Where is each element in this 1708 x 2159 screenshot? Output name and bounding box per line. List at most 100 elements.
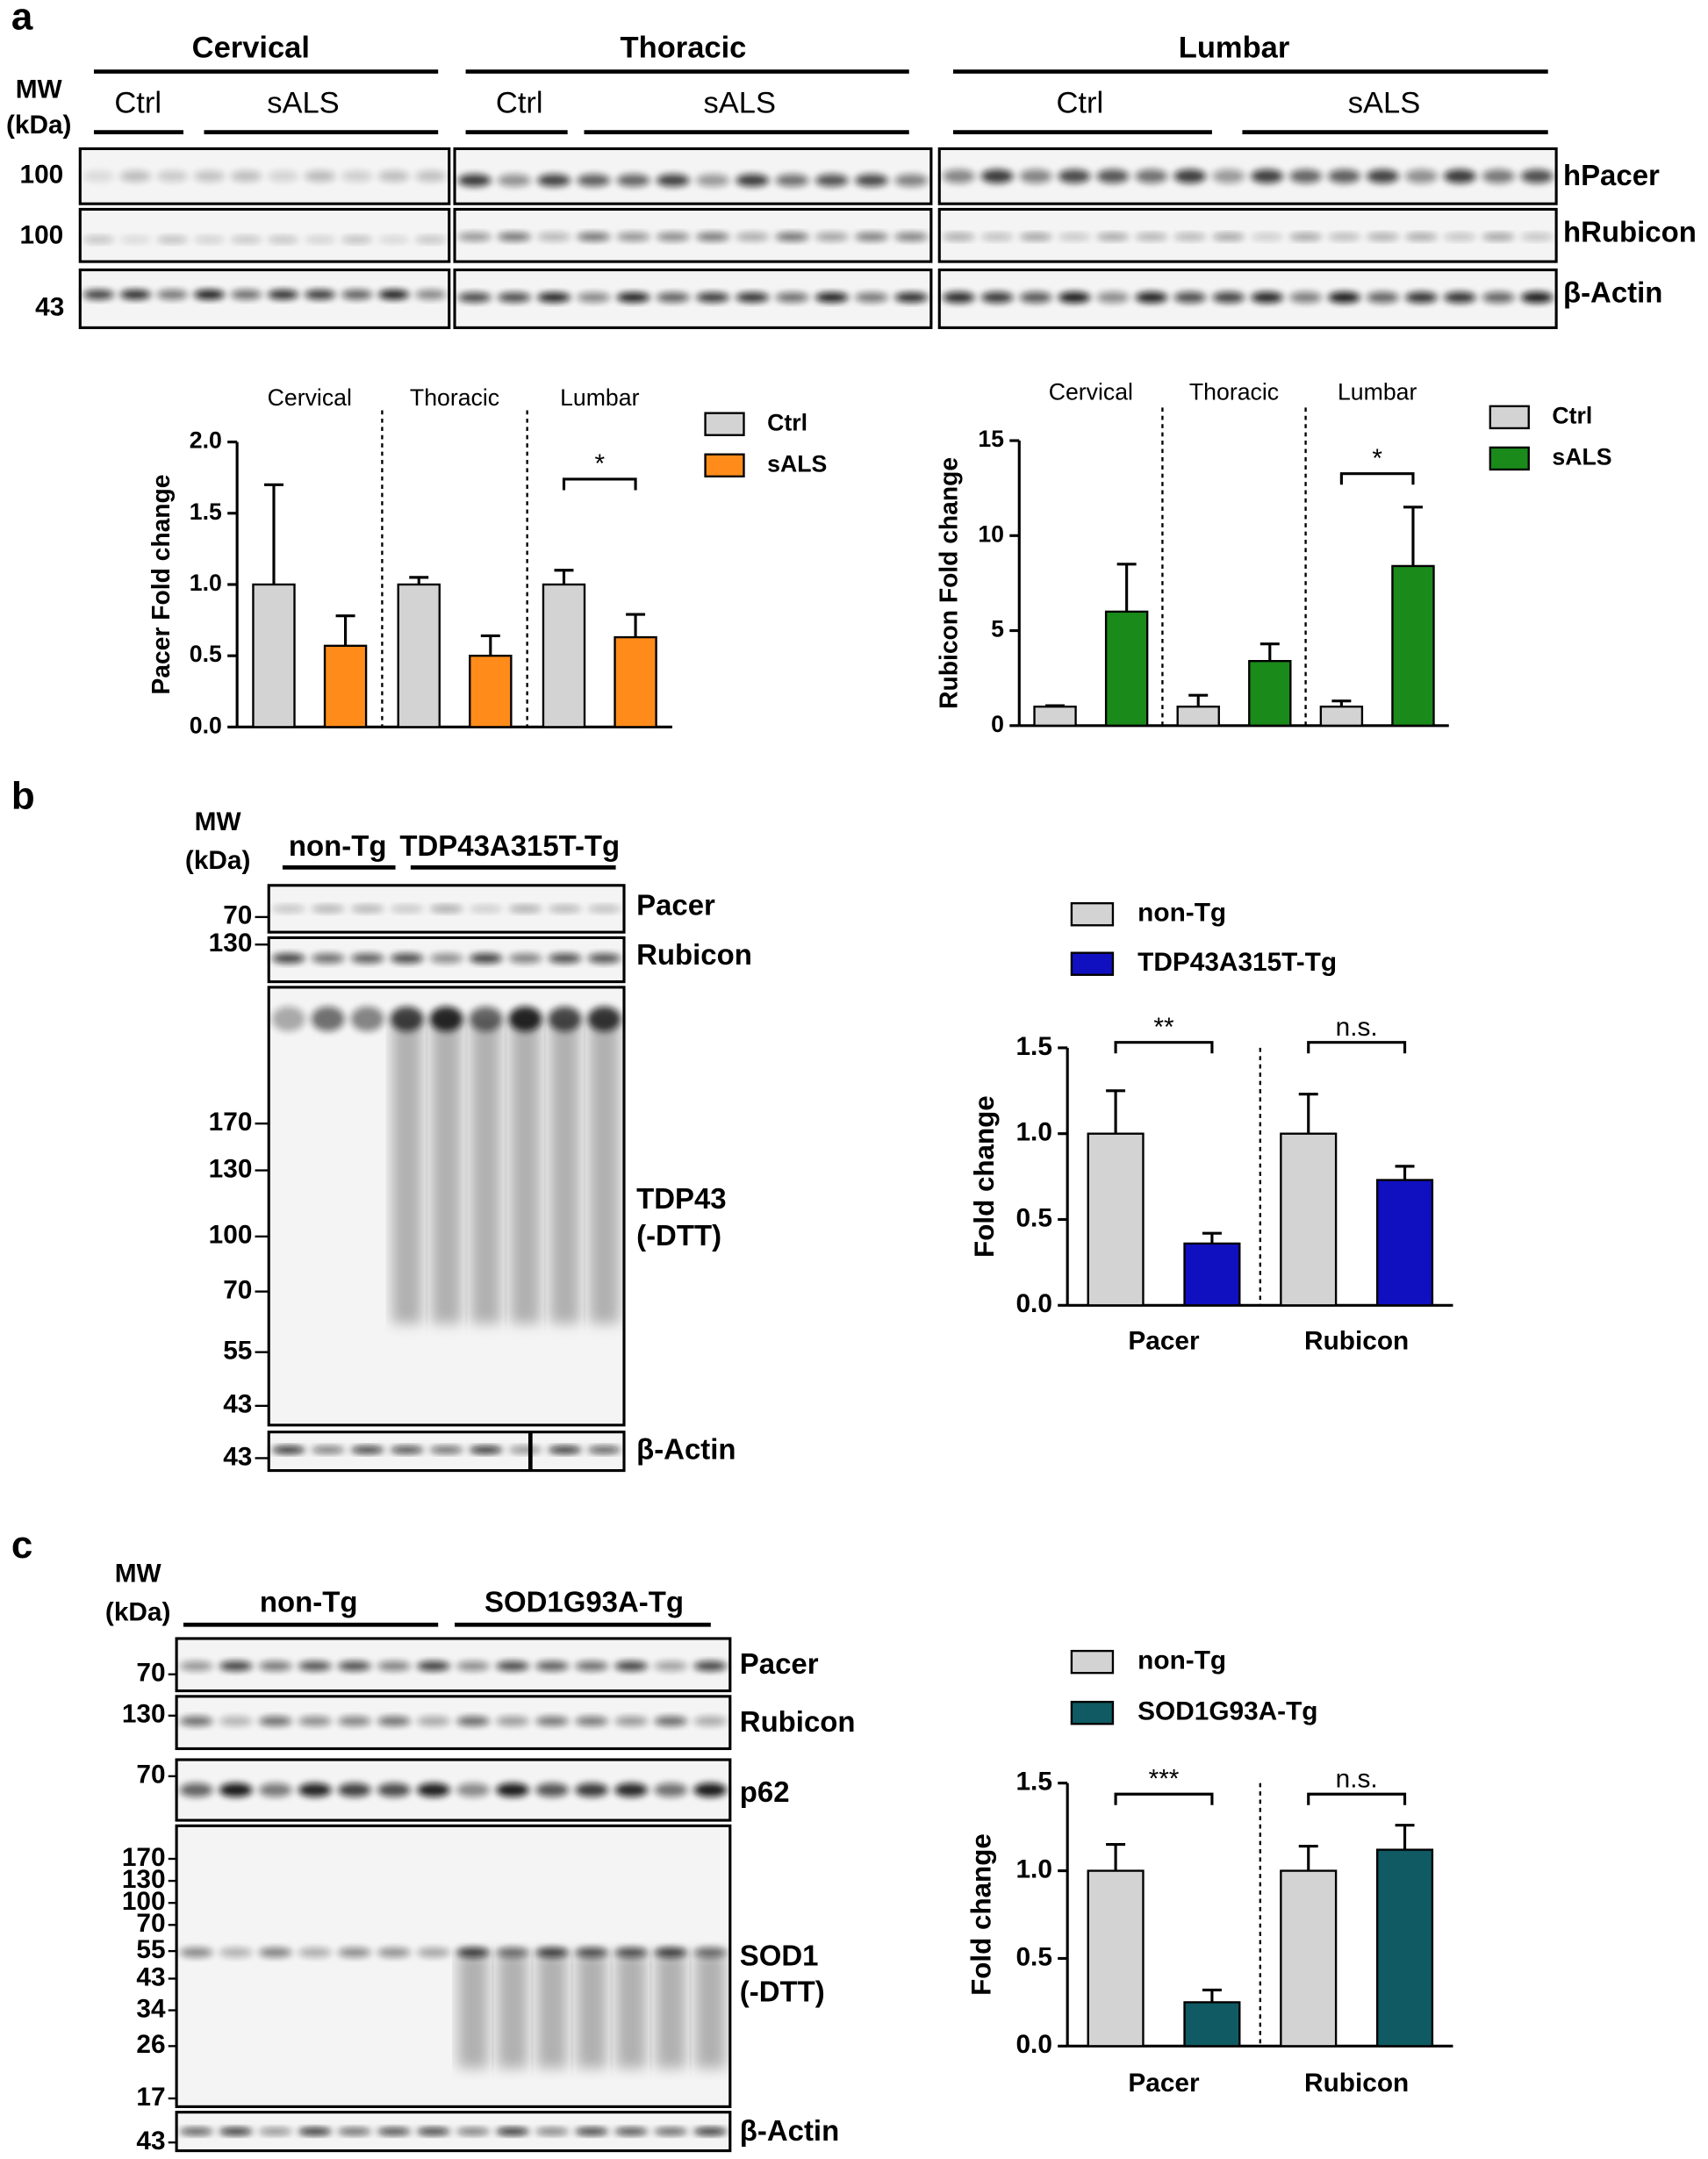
band: [337, 1716, 371, 1726]
band: [469, 953, 503, 964]
band: [548, 953, 582, 964]
y-tick-label: 0.5: [1015, 1203, 1051, 1232]
bar: [469, 655, 513, 728]
band: [815, 292, 849, 303]
band: [616, 292, 650, 303]
x-tick-label: Rubicon: [1304, 2069, 1409, 2098]
band: [616, 233, 650, 241]
band: [696, 292, 730, 303]
band: [575, 1782, 609, 1797]
significance-bracket: [1307, 1792, 1407, 1805]
band: [193, 170, 226, 183]
row-label: Rubicon: [740, 1705, 856, 1738]
band: [1173, 233, 1207, 240]
bar: [1280, 1132, 1338, 1307]
band: [1058, 169, 1091, 183]
band: [377, 1660, 411, 1671]
band: [311, 1006, 345, 1032]
mw-marker: 100: [20, 221, 64, 250]
blot: [78, 207, 451, 263]
blot: [453, 147, 933, 205]
legend-swatch: [1489, 405, 1530, 430]
mw-marker: 70: [136, 1909, 165, 1938]
y-tick-label: 1.5: [1015, 1768, 1051, 1797]
y-tick-label: 10: [978, 520, 1004, 547]
band: [736, 233, 770, 241]
band: [535, 1782, 570, 1797]
mw-marker: 43: [35, 292, 64, 321]
mw-label: (kDa): [6, 111, 72, 140]
band: [942, 291, 975, 304]
band: [415, 236, 447, 243]
band: [390, 953, 424, 964]
band: [496, 1716, 529, 1726]
row-label: Pacer: [740, 1647, 819, 1680]
band: [497, 233, 531, 241]
mw-label: MW: [195, 807, 242, 836]
band: [350, 953, 384, 964]
panel-label: a: [11, 0, 33, 39]
group-label: non-Tg: [289, 829, 387, 862]
band: [156, 236, 189, 243]
band: [193, 236, 226, 243]
legend-label: SOD1G93A-Tg: [1137, 1697, 1317, 1726]
band: [456, 1716, 490, 1726]
band: [179, 1782, 213, 1797]
band: [1404, 291, 1438, 304]
band: [390, 1446, 424, 1453]
band: [1289, 291, 1323, 304]
mw-label: (kDa): [185, 846, 251, 875]
band: [693, 1782, 728, 1797]
bar: [1183, 1242, 1241, 1307]
mw-marker: 70: [223, 1275, 252, 1304]
row-label: SOD1: [740, 1940, 819, 1972]
y-tick-label: 1.0: [1015, 1118, 1051, 1147]
band: [587, 1446, 621, 1453]
band: [508, 905, 542, 913]
bar: [1375, 1848, 1434, 2048]
x-tick-label: Rubicon: [1304, 1327, 1409, 1356]
band: [1520, 291, 1554, 304]
significance-bracket: [1339, 472, 1415, 485]
band: [508, 1446, 542, 1453]
band: [1212, 233, 1245, 240]
band: [1328, 169, 1360, 183]
mw-marker: 43: [223, 1390, 252, 1419]
band: [271, 1006, 305, 1032]
subgroup-label: sALS: [1348, 86, 1420, 119]
bar: [1319, 705, 1364, 727]
band: [304, 170, 336, 183]
band: [1328, 233, 1360, 240]
band: [350, 1006, 384, 1032]
blots: [78, 147, 1558, 2153]
band: [341, 170, 373, 183]
band: [614, 1947, 649, 1958]
band: [1173, 291, 1207, 304]
band: [1173, 169, 1207, 183]
band: [535, 1716, 570, 1726]
legend-label: sALS: [767, 450, 827, 477]
band: [304, 290, 336, 300]
band: [179, 1716, 213, 1726]
category-header: Thoracic: [1189, 379, 1279, 405]
legend-swatch: [1070, 951, 1115, 976]
band: [377, 1947, 411, 1958]
smear: [431, 1018, 462, 1324]
panel-label: c: [11, 1524, 32, 1567]
band: [377, 2127, 411, 2135]
band: [83, 170, 114, 183]
bar: [1391, 564, 1435, 727]
group-label: TDP43A315T-Tg: [399, 829, 620, 862]
x-tick-label: Pacer: [1128, 1327, 1200, 1356]
mw-marker: 130: [209, 929, 253, 958]
band: [337, 2127, 371, 2135]
bar: [1087, 1869, 1145, 2048]
band: [378, 236, 410, 243]
band: [855, 292, 889, 303]
band: [654, 1947, 688, 1958]
band: [693, 1947, 728, 1958]
band: [417, 1716, 450, 1726]
category-header: Cervical: [268, 384, 352, 411]
band: [1366, 291, 1399, 304]
